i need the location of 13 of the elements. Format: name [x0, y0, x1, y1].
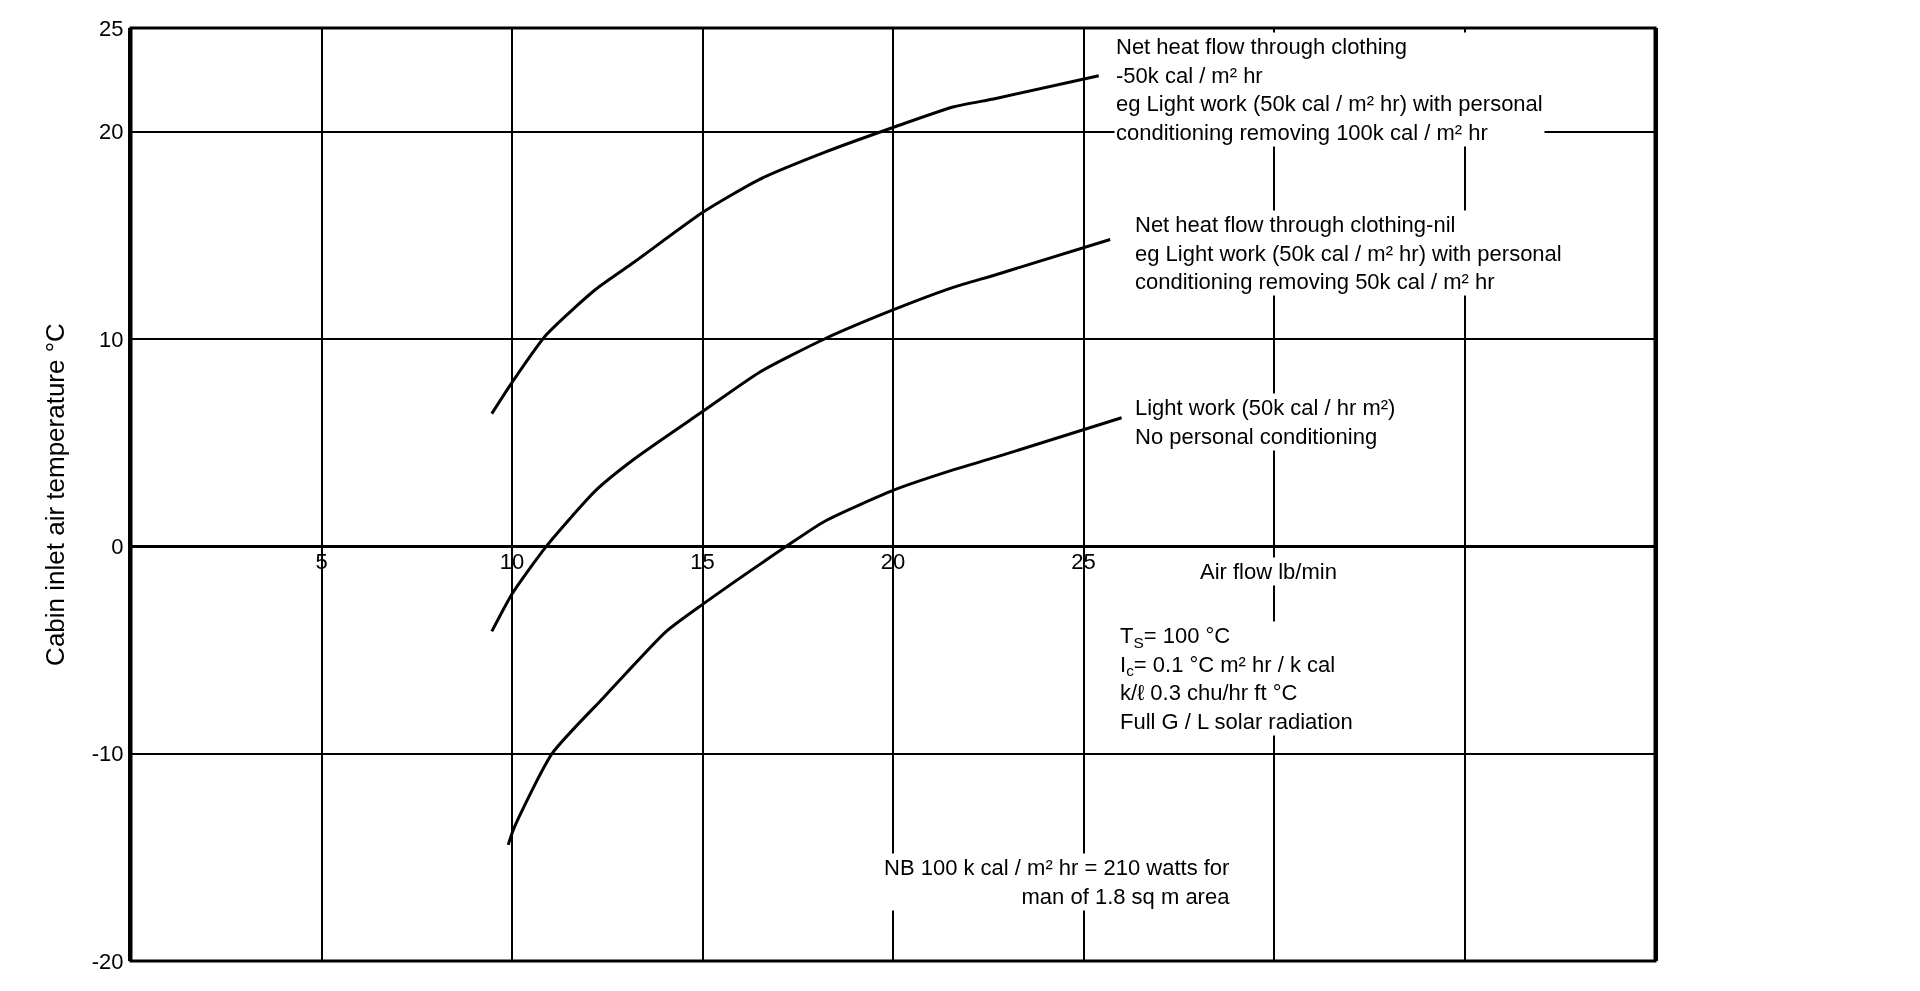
x-axis-title: Air flow lb/min	[1200, 559, 1337, 584]
y-tick-label: 20	[99, 119, 124, 145]
y-axis-title: Cabin inlet air temperature °C	[40, 323, 71, 666]
annotation: T$_{S}$= 100 °C I$_{c}$= 0.1 °C m² hr / k cal k/ℓ 0.3 chu/hr ft °C Full G / L solar radiation	[1120, 623, 1353, 734]
y-tick-label: 0	[111, 534, 124, 560]
y-tick-label: 25	[99, 15, 124, 41]
annotation: Net heat flow through clothing -50k cal / m² hr eg Light work (50k cal / m² hr) with personal conditioning removing 100k cal / m² hr	[1116, 34, 1543, 145]
y-tick-label: -10	[91, 741, 124, 767]
annotation: NB 100 k cal / m² hr = 210 watts for man of 1.8 sq m area	[884, 855, 1231, 909]
annotation: Net heat flow through clothing-nil eg Light work (50k cal / m² hr) with personal conditioning removing 50k cal / m² hr	[1135, 212, 1562, 295]
y-tick-label: -20	[91, 948, 124, 974]
annotation: Light work (50k cal / hr m²) No personal conditioning	[1135, 395, 1396, 449]
y-tick-label: 10	[99, 326, 124, 352]
